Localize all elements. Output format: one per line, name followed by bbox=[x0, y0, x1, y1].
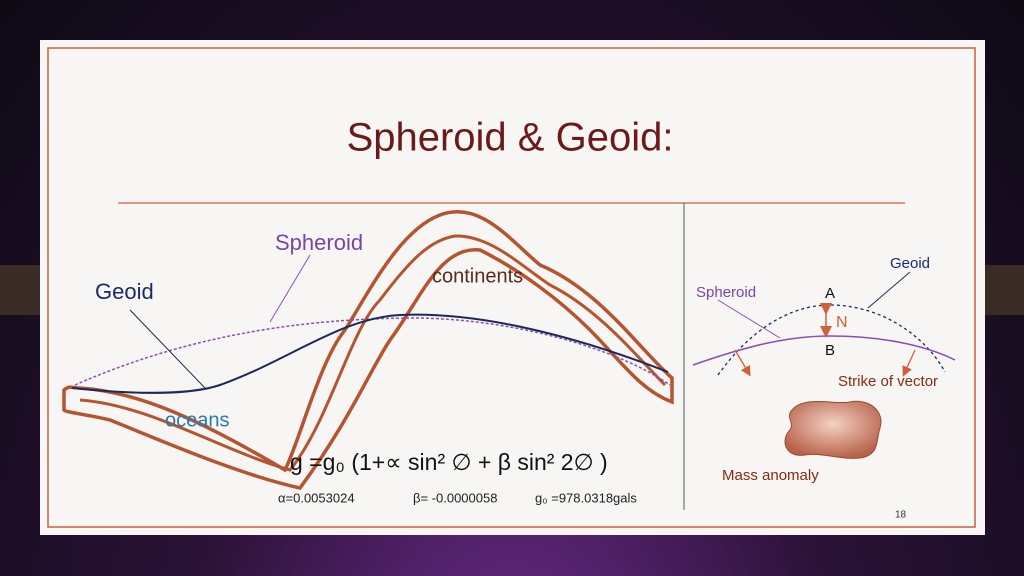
alpha-constant: α=0.0053024 bbox=[278, 490, 355, 505]
point-b: B bbox=[825, 342, 835, 359]
geoid-label: Geoid bbox=[890, 255, 930, 272]
g0-constant: g₀ =978.0318gals bbox=[535, 490, 637, 505]
oceans-label: oceans bbox=[165, 409, 230, 431]
spheroid-curve bbox=[74, 317, 671, 386]
point-a: A bbox=[825, 285, 835, 302]
spheroid-pointer bbox=[717, 299, 781, 339]
geoid-curve bbox=[71, 313, 669, 394]
geoid-arc bbox=[717, 304, 946, 376]
spheroid-label: Spheroid bbox=[696, 284, 756, 301]
separation-n: N bbox=[836, 314, 848, 331]
mass-label: Mass anomaly bbox=[722, 467, 819, 484]
page-number: 18 bbox=[895, 510, 907, 521]
mass-anomaly bbox=[784, 400, 882, 459]
vector-arrow bbox=[902, 349, 916, 377]
formula: g =g₀ (1+∝ sin² ∅ + β sin² 2∅ ) bbox=[290, 449, 608, 475]
geoid-label: Geoid bbox=[95, 279, 154, 304]
geoid-pointer bbox=[867, 271, 911, 309]
spheroid-pointer bbox=[269, 254, 311, 323]
continent-ocean-outline bbox=[62, 210, 674, 490]
geoid-pointer bbox=[129, 309, 206, 389]
title: Spheroid & Geoid: bbox=[347, 116, 674, 160]
vector-arrow bbox=[734, 349, 751, 377]
strike-label: Strike of vector bbox=[838, 373, 938, 390]
continents-label: continents bbox=[432, 265, 523, 287]
spheroid-label: Spheroid bbox=[275, 230, 363, 255]
beta-constant: β= -0.0000058 bbox=[413, 490, 497, 505]
slide-border bbox=[47, 47, 976, 528]
inner-outline bbox=[79, 234, 667, 472]
